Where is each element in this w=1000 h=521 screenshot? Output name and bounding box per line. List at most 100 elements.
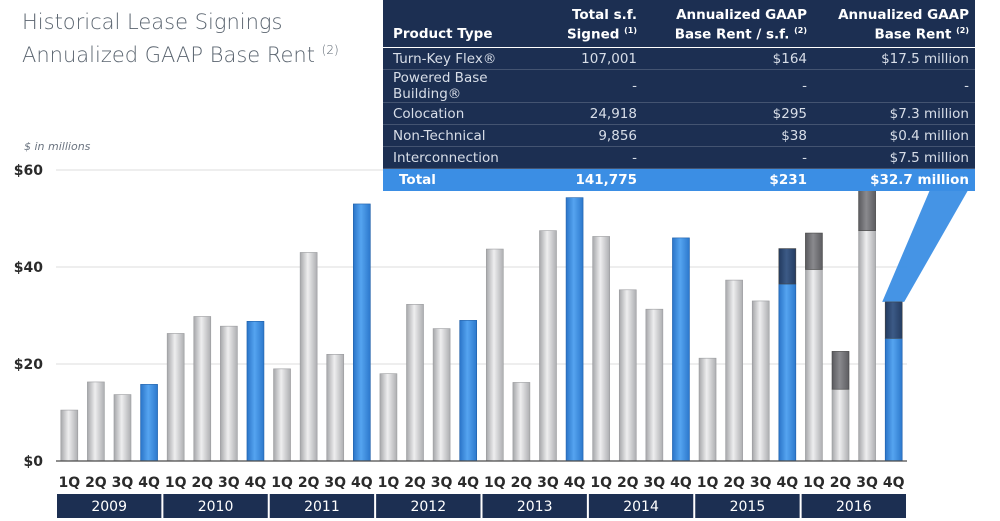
quarter-label: 1Q bbox=[803, 475, 825, 491]
chart-title: Historical Lease Signings Annualized GAA… bbox=[22, 8, 339, 69]
bar-segment-interconnection-2016-1Q bbox=[805, 232, 823, 270]
bar-2010-3Q bbox=[220, 325, 238, 462]
quarter-label: 2Q bbox=[191, 475, 213, 491]
bar-2012-4Q bbox=[459, 320, 478, 462]
cell-product: Interconnection bbox=[383, 146, 553, 169]
quarter-label: 4Q bbox=[351, 475, 373, 491]
year-band bbox=[695, 494, 800, 518]
bar-2014-3Q bbox=[645, 308, 664, 462]
quarter-label: 1Q bbox=[271, 475, 293, 491]
header-product-type: Product Type bbox=[383, 0, 553, 48]
year-label: 2009 bbox=[91, 499, 127, 515]
quarter-label: 3Q bbox=[537, 475, 559, 491]
table-row: Turn-Key Flex® 107,001 $164 $17.5 millio… bbox=[383, 47, 975, 70]
bar-2013-1Q bbox=[485, 248, 504, 462]
header-rent-psf-note: (2) bbox=[794, 25, 807, 35]
table-row: Powered Base Building® - - - bbox=[383, 69, 975, 103]
cell-rent: $0.4 million bbox=[813, 124, 975, 147]
header-rent-psf-text: Annualized GAAP Base Rent / s.f. bbox=[674, 6, 807, 42]
title-line-1: Historical Lease Signings bbox=[22, 10, 283, 34]
quarter-label: 1Q bbox=[697, 475, 719, 491]
quarter-label: 2Q bbox=[404, 475, 426, 491]
bar-2009-2Q bbox=[87, 381, 105, 462]
cell-sf: 9,856 bbox=[553, 124, 643, 147]
year-label: 2010 bbox=[198, 499, 234, 515]
quarter-label: 4Q bbox=[457, 475, 479, 491]
header-total-sf-text: Total s.f. Signed bbox=[566, 6, 637, 42]
quarter-label: 3Q bbox=[856, 475, 878, 491]
callout-wedge bbox=[882, 178, 975, 302]
cell-sf: 24,918 bbox=[553, 102, 643, 125]
cell-psf: - bbox=[643, 69, 813, 103]
header-rent: Annualized GAAP Base Rent (2) bbox=[813, 0, 975, 48]
bar-2016-4Q bbox=[884, 337, 903, 462]
bar-2015-1Q bbox=[698, 357, 717, 462]
cell-sf: - bbox=[553, 146, 643, 169]
bar-2014-1Q bbox=[592, 236, 610, 462]
header-rent-psf: Annualized GAAP Base Rent / s.f. (2) bbox=[643, 0, 813, 48]
quarter-label: 3Q bbox=[324, 475, 346, 491]
quarter-label: 2Q bbox=[830, 475, 852, 491]
quarter-label: 4Q bbox=[245, 475, 267, 491]
year-label: 2016 bbox=[836, 499, 872, 515]
quarter-label: 4Q bbox=[777, 475, 799, 491]
cell-product: Turn-Key Flex® bbox=[383, 47, 553, 70]
lease-summary-table-panel: Product Type Total s.f. Signed (1) Annua… bbox=[383, 0, 975, 191]
quarter-label: 2Q bbox=[85, 475, 107, 491]
year-label: 2014 bbox=[623, 499, 659, 515]
bar-2015-4Q bbox=[778, 283, 797, 462]
year-label: 2013 bbox=[517, 499, 553, 515]
quarter-label: 1Q bbox=[58, 475, 80, 491]
bar-segment-interconnection-2015-4Q bbox=[778, 248, 797, 285]
cell-rent: $7.5 million bbox=[813, 146, 975, 169]
y-tick-label: $20 bbox=[14, 357, 43, 373]
year-band bbox=[163, 494, 268, 518]
title-line-2-text: Annualized GAAP Base Rent bbox=[22, 43, 315, 67]
quarter-label: 4Q bbox=[564, 475, 586, 491]
header-rent-note: (2) bbox=[956, 25, 969, 35]
quarter-label: 1Q bbox=[590, 475, 612, 491]
table-header-row: Product Type Total s.f. Signed (1) Annua… bbox=[383, 0, 975, 48]
quarter-label: 3Q bbox=[750, 475, 772, 491]
header-sf-note: (1) bbox=[624, 25, 637, 35]
bar-2013-4Q bbox=[565, 197, 584, 462]
unit-note: $ in millions bbox=[24, 140, 91, 153]
bar-2015-2Q bbox=[725, 279, 743, 462]
cell-product: Powered Base Building® bbox=[383, 69, 553, 103]
lease-summary-table: Product Type Total s.f. Signed (1) Annua… bbox=[383, 0, 975, 191]
y-tick-label: $60 bbox=[14, 163, 43, 179]
header-total-sf: Total s.f. Signed (1) bbox=[553, 0, 643, 48]
year-band bbox=[57, 494, 162, 518]
cell-sf: 107,001 bbox=[553, 47, 643, 70]
quarter-label: 3Q bbox=[431, 475, 453, 491]
bar-2011-3Q bbox=[326, 353, 345, 462]
cell-product: Colocation bbox=[383, 102, 553, 125]
bar-2013-2Q bbox=[512, 382, 531, 462]
cell-psf: $295 bbox=[643, 102, 813, 125]
table-row: Colocation 24,918 $295 $7.3 million bbox=[383, 102, 975, 125]
header-rent-text: Annualized GAAP Base Rent bbox=[838, 6, 969, 42]
cell-psf: $38 bbox=[643, 124, 813, 147]
bar-2013-3Q bbox=[539, 230, 557, 462]
cell-total-rent: $32.7 million bbox=[813, 168, 975, 191]
bar-2010-1Q bbox=[166, 333, 185, 462]
quarter-label: 2Q bbox=[298, 475, 320, 491]
year-label: 2011 bbox=[304, 499, 340, 515]
quarter-label: 3Q bbox=[112, 475, 134, 491]
bar-2016-1Q bbox=[805, 269, 823, 462]
quarter-label: 4Q bbox=[883, 475, 905, 491]
bar-2011-4Q bbox=[353, 203, 371, 462]
bar-2009-1Q bbox=[60, 409, 79, 462]
bar-segment-interconnection-2016-3Q bbox=[858, 189, 876, 231]
bar-2011-2Q bbox=[299, 252, 318, 462]
bar-2014-4Q bbox=[672, 237, 690, 462]
cell-rent: - bbox=[813, 69, 975, 103]
quarter-label: 2Q bbox=[617, 475, 639, 491]
year-band bbox=[376, 494, 481, 518]
bar-2009-4Q bbox=[140, 384, 158, 462]
cell-total-psf: $231 bbox=[643, 168, 813, 191]
table-row: Non-Technical 9,856 $38 $0.4 million bbox=[383, 124, 975, 147]
bar-2010-2Q bbox=[193, 316, 212, 462]
